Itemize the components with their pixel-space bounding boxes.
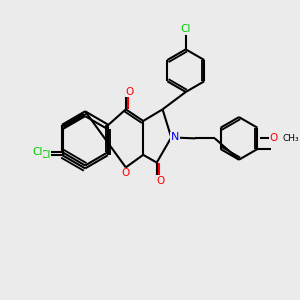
Text: Cl: Cl [40,150,50,160]
Text: N: N [171,132,179,142]
Text: O: O [157,176,165,186]
Text: O: O [270,134,278,143]
Text: CH₃: CH₃ [283,134,299,143]
Text: O: O [122,168,130,178]
Text: Cl: Cl [32,147,43,157]
Text: Cl: Cl [181,24,191,34]
Text: O: O [125,87,134,97]
